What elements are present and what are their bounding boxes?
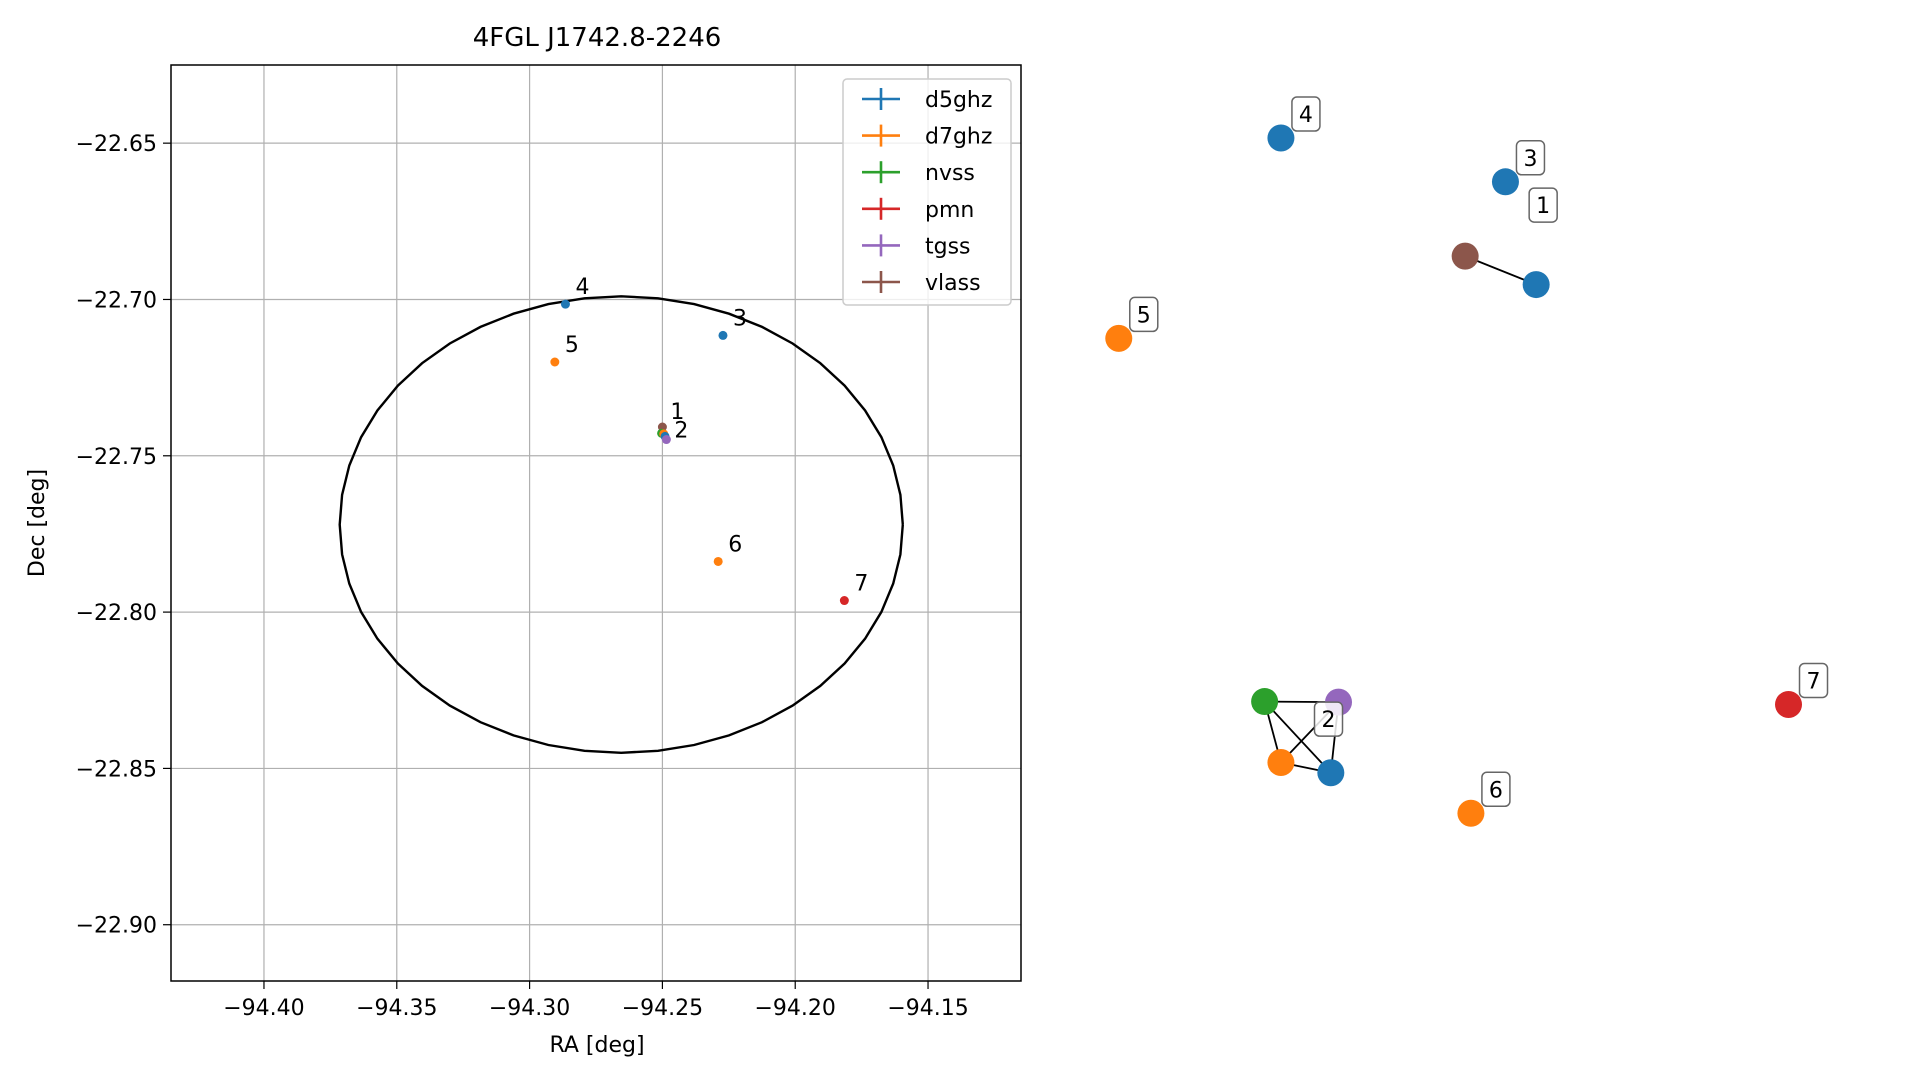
- y-tick-label: −22.70: [76, 288, 157, 313]
- network-node-d7ghz: [1267, 749, 1295, 777]
- legend-items: d5ghz d7ghz nvss pmn tgss vlass: [862, 88, 992, 296]
- plot-frame: [170, 64, 1022, 982]
- x-axis-ticks: −94.40 −94.35 −94.30 −94.25 −94.20 −94.15: [223, 981, 969, 1021]
- network-tag: 1: [1528, 187, 1558, 223]
- network-node-d5ghz: [1317, 759, 1345, 787]
- network-edges: [1263, 255, 1537, 774]
- network-tag-box: [1528, 187, 1558, 223]
- data-point-tgss: [661, 435, 671, 445]
- legend-item-vlass: vlass: [862, 271, 981, 296]
- network-tag: 2: [1313, 701, 1344, 737]
- data-point-d5ghz: [718, 330, 728, 340]
- point-labels: 4 3 5 12 6 7: [565, 275, 869, 596]
- legend-label: tgss: [925, 234, 971, 259]
- network-tag: 7: [1798, 662, 1829, 699]
- legend-label: d5ghz: [925, 88, 992, 113]
- network-tags: 4 3 1 5 2 7 6: [1129, 96, 1829, 807]
- network-tag-box: [1798, 662, 1829, 699]
- network-tag: 5: [1129, 296, 1159, 333]
- point-label: 6: [728, 532, 742, 557]
- data-point-d7ghz: [550, 357, 560, 367]
- network-tag-label: 1: [1536, 194, 1550, 219]
- legend-item-tgss: tgss: [862, 234, 971, 259]
- y-tick-label: −22.85: [76, 757, 157, 782]
- point-label: 3: [733, 306, 747, 331]
- x-tick-label: −94.30: [489, 996, 570, 1021]
- point-label: 4: [575, 275, 589, 300]
- legend-item-d5ghz: d5ghz: [862, 88, 992, 113]
- x-axis-label: RA [deg]: [549, 1033, 644, 1058]
- network-node-d5ghz: [1522, 271, 1550, 299]
- network-tag-box: [1313, 701, 1344, 737]
- x-tick-label: −94.15: [887, 996, 968, 1021]
- network-node-d7ghz: [1457, 799, 1485, 827]
- y-axis-ticks: −22.65 −22.70 −22.75 −22.80 −22.85 −22.90: [76, 132, 171, 939]
- network-tag-box: [1291, 96, 1321, 132]
- network-node-pmn: [1775, 690, 1803, 718]
- network-tag-label: 7: [1807, 669, 1821, 694]
- network-tag: 6: [1481, 771, 1511, 807]
- network-edge: [1263, 700, 1332, 774]
- network-node-d7ghz: [1105, 324, 1133, 352]
- network-tag-label: 4: [1299, 103, 1313, 128]
- network-node-d5ghz: [1267, 124, 1295, 152]
- network-node-d5ghz: [1491, 168, 1519, 196]
- x-tick-label: −94.20: [755, 996, 836, 1021]
- data-point-d7ghz: [713, 556, 723, 566]
- network-tag-box: [1515, 140, 1546, 176]
- network-tag: 4: [1291, 96, 1321, 132]
- data-point-pmn: [839, 596, 849, 606]
- network-tag-label: 3: [1523, 147, 1537, 172]
- legend-item-pmn: pmn: [862, 197, 974, 223]
- legend: d5ghz d7ghz nvss pmn tgss vlass: [842, 78, 1012, 306]
- legend-item-nvss: nvss: [862, 161, 975, 186]
- scatter-points: [550, 299, 849, 606]
- y-tick-label: −22.90: [76, 914, 157, 939]
- uncertainty-ellipse: [338, 295, 904, 755]
- network-tag-label: 2: [1322, 708, 1336, 733]
- legend-label: d7ghz: [925, 125, 992, 150]
- network-tag-box: [1481, 771, 1511, 807]
- point-label: 5: [565, 333, 579, 358]
- legend-item-d7ghz: d7ghz: [862, 124, 992, 150]
- error-ellipse: [338, 295, 904, 755]
- network-tag: 3: [1515, 140, 1546, 176]
- x-tick-label: −94.25: [622, 996, 703, 1021]
- network-node-vlass: [1451, 242, 1479, 270]
- y-axis-label: Dec [deg]: [25, 469, 50, 577]
- network-tag-box: [1129, 296, 1159, 333]
- point-label: 1: [670, 400, 684, 425]
- y-tick-label: −22.65: [76, 132, 157, 157]
- network-node-nvss: [1251, 688, 1279, 716]
- x-tick-label: −94.40: [223, 996, 304, 1021]
- network-tag-label: 5: [1137, 303, 1151, 328]
- legend-label: vlass: [925, 271, 981, 296]
- legend-label: nvss: [925, 161, 975, 186]
- network-nodes: [1105, 124, 1803, 827]
- data-point-d5ghz: [560, 299, 570, 309]
- network-tag-label: 6: [1489, 778, 1503, 803]
- y-tick-label: −22.75: [76, 445, 157, 470]
- point-label: 2: [674, 419, 688, 444]
- x-tick-label: −94.35: [356, 996, 437, 1021]
- chart-title: 4FGL J1742.8-2246: [473, 23, 722, 53]
- legend-label: pmn: [925, 198, 974, 223]
- y-tick-label: −22.80: [76, 601, 157, 626]
- point-label: 7: [854, 572, 868, 597]
